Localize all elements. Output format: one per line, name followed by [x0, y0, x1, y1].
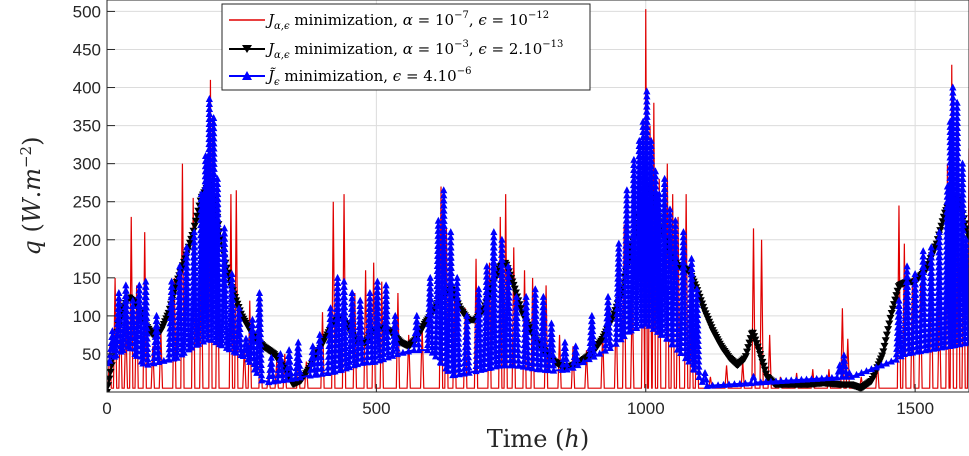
series-group [107, 9, 969, 392]
series-blue-markers [107, 83, 969, 389]
x-tick-label: 1000 [627, 399, 665, 418]
y-tick-label: 300 [73, 155, 101, 174]
legend-box [221, 3, 591, 91]
y-axis-label: q (W.m−2) [17, 137, 46, 256]
series-black-markers [107, 180, 969, 392]
y-tick-label: 100 [73, 307, 101, 326]
y-tick-label: 50 [82, 345, 101, 364]
y-tick-label: 500 [73, 2, 101, 21]
y-tick-label: 400 [73, 79, 101, 98]
y-tick-label: 250 [73, 193, 101, 212]
y-tick-label: 450 [73, 40, 101, 59]
y-tick-label: 200 [73, 231, 101, 250]
legend: Jα,ϵ minimization, α = 10−7, ϵ = 10−12 J… [221, 3, 591, 91]
legend-marker-black [242, 45, 252, 53]
x-tick-label: 500 [362, 399, 390, 418]
legend-marker-blue [242, 71, 252, 80]
y-tick-label: 150 [73, 269, 101, 288]
x-tick-label: 1500 [896, 399, 934, 418]
legend-label-2: Jα,ϵ minimization, α = 10−3, ϵ = 2.10−13 [265, 39, 563, 61]
axis-ticks: 0 500 1000 1500 50 100 150 200 250 300 350 400 450 50… [73, 2, 934, 418]
x-axis-label: Time (h) [487, 425, 589, 453]
y-tick-label: 350 [73, 117, 101, 136]
x-tick-label: 0 [102, 399, 111, 418]
series-blue [107, 83, 969, 389]
legend-label-3: J̃ϵ minimization, ϵ = 4.10−6 [265, 66, 471, 88]
plot-frame [106, 0, 969, 393]
legend-label-1: Jα,ϵ minimization, α = 10−7, ϵ = 10−12 [265, 10, 549, 32]
